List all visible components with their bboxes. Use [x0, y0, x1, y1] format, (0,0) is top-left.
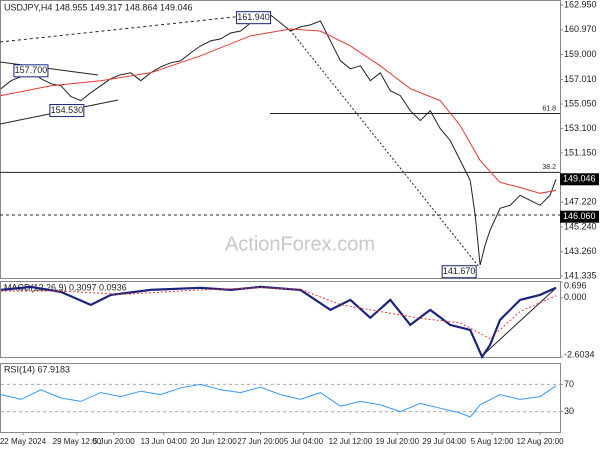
x-tick-label: 5 Aug 12:00 — [471, 437, 514, 446]
price-box-label: 146.060 — [563, 211, 596, 221]
y-tick-label: 30 — [564, 406, 574, 416]
y-tick-label: 160.970 — [564, 24, 597, 34]
series-line — [0, 14, 557, 266]
macd-trendline — [481, 287, 557, 357]
x-tick-label: 29 May 12:00 — [53, 437, 102, 446]
x-tick-label: 22 May 2024 — [0, 437, 47, 446]
y-tick-label: 159.000 — [564, 49, 597, 59]
series-line — [0, 383, 557, 418]
x-tick-label: 12 Jul 12:00 — [329, 437, 373, 446]
x-tick-label: 20 Jun 12:00 — [190, 437, 237, 446]
y-tick-label: 141.335 — [564, 270, 597, 280]
y-tick-label: 162.950 — [564, 0, 597, 9]
trendline — [289, 29, 481, 269]
y-tick-label: 0.000 — [564, 292, 587, 302]
x-tick-label: 27 Jun 20:00 — [237, 437, 284, 446]
watermark: ActionForex.com — [225, 233, 375, 255]
y-tick-label: 151.150 — [564, 147, 597, 157]
macd-title: MACD(12,26,9) 0.3097 0.0936 — [4, 282, 127, 292]
x-tick-label: 5 Jun 20:00 — [93, 437, 135, 446]
price-panel — [0, 0, 561, 279]
chart-title: USDJPY,H4 148.955 149.317 148.864 149.04… — [4, 2, 193, 12]
price-box-label: 149.046 — [563, 174, 596, 184]
annotation-label: 161.940 — [237, 12, 270, 22]
channel-line — [0, 61, 99, 76]
y-tick-label: 143.260 — [564, 246, 597, 256]
fib-label: 38.2 — [542, 164, 556, 171]
annotation-box — [236, 11, 272, 25]
y-tick-label: 145.240 — [564, 221, 597, 231]
y-tick-label: 0.696 — [564, 280, 587, 290]
y-tick-label: 153.100 — [564, 123, 597, 133]
annotation-label: 157.700 — [15, 65, 48, 75]
y-tick-label: 157.010 — [564, 74, 597, 84]
annotation-box — [441, 265, 477, 279]
annotation-label: 154.530 — [51, 105, 84, 115]
price-box — [560, 173, 599, 186]
annotation-box — [13, 64, 49, 78]
macd-panel — [0, 281, 561, 358]
price-box — [560, 210, 599, 223]
x-tick-label: 19 Jul 20:00 — [375, 437, 419, 446]
rsi-title: RSI(14) 67.9183 — [4, 364, 70, 374]
y-tick-label: -2.6034 — [564, 349, 595, 359]
trendline — [0, 13, 263, 43]
x-tick-label: 5 Jul 04:00 — [284, 437, 324, 446]
annotation-box — [49, 104, 85, 118]
series-line — [1, 287, 557, 340]
rsi-panel — [0, 363, 561, 433]
fib-label: 61.8 — [542, 105, 556, 112]
x-tick-label: 12 Aug 20:00 — [516, 437, 564, 446]
annotation-label: 141.670 — [443, 266, 476, 276]
y-tick-label: 155.050 — [564, 98, 597, 108]
x-tick-label: 13 Jun 04:00 — [141, 437, 188, 446]
series-line — [0, 28, 557, 194]
x-tick-label: 29 Jul 04:00 — [422, 437, 466, 446]
series-line — [0, 285, 557, 360]
y-tick-label: 147.220 — [564, 197, 597, 207]
y-tick-label: 70 — [564, 379, 574, 389]
